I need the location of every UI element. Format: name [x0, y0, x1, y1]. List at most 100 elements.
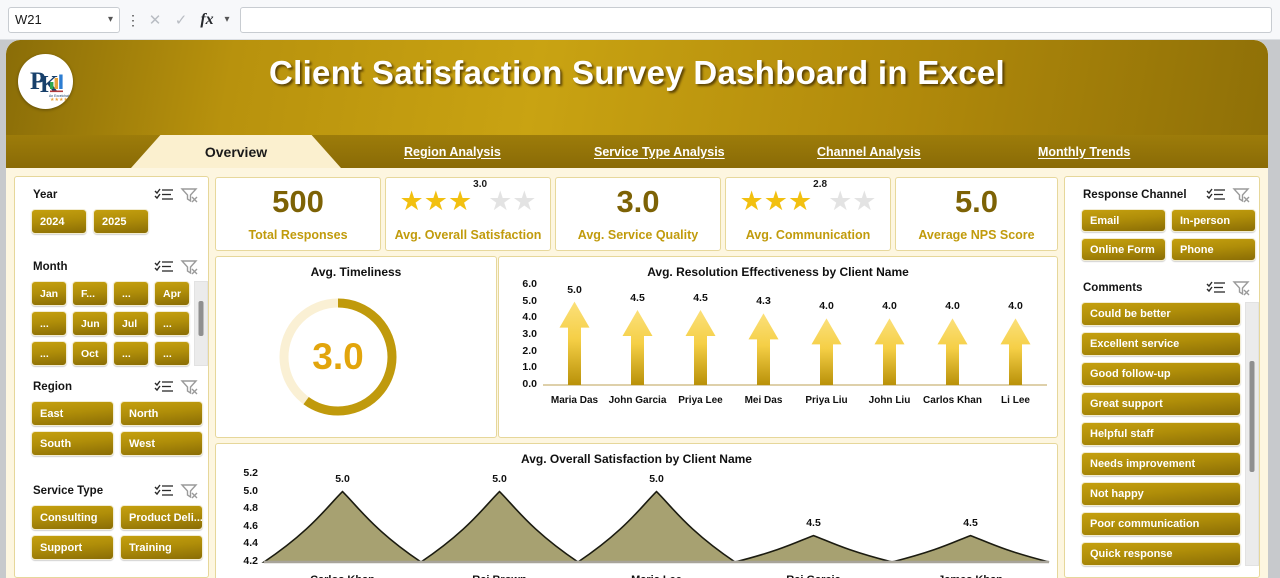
clear-filter-icon[interactable]	[177, 377, 203, 397]
clear-filter-icon-svg	[180, 260, 198, 275]
slicer-item-month-[interactable]: ...	[31, 341, 67, 366]
slicer-item-region-east[interactable]: East	[31, 401, 114, 426]
slicer-item-comments-could-be-better[interactable]: Could be better	[1081, 302, 1241, 326]
area-series-segment	[418, 490, 581, 563]
slicer-item-year-2025[interactable]: 2025	[93, 209, 149, 234]
star-rating: ★ ★ ★ 2.8 ★ ★	[740, 179, 877, 217]
formula-input[interactable]	[240, 6, 1272, 33]
clear-filter-icon[interactable]	[177, 257, 203, 277]
clear-filter-icon[interactable]	[177, 481, 203, 501]
slicer-item-service-type-product-deli[interactable]: Product Deli...	[120, 505, 203, 530]
slicer-item-region-south[interactable]: South	[31, 431, 114, 456]
multi-select-icon[interactable]	[151, 377, 177, 397]
slicer-item-region-north[interactable]: North	[120, 401, 203, 426]
x-category-label: Carlos Khan	[923, 395, 982, 406]
y-tick-label: 4.4	[243, 537, 258, 550]
x-category-label: Mei Das	[744, 395, 783, 406]
slicer-item-month-[interactable]: ...	[154, 311, 190, 336]
right-slicer-panel: Response Channel Email In-person Online Fo…	[1064, 176, 1260, 578]
tab-monthly-trends[interactable]: Monthly Trends	[1038, 144, 1131, 159]
kpi-label: Avg. Communication	[745, 227, 871, 242]
slicer-title-response-channel: Response Channel	[1083, 189, 1187, 201]
area-value-label: 5.0	[335, 472, 350, 485]
area-value-label: 5.0	[492, 472, 507, 485]
confirm-icon[interactable]: ✓	[174, 11, 188, 29]
slicer-item-month-[interactable]: ...	[113, 281, 149, 306]
kpi-label: Avg. Service Quality	[577, 228, 699, 242]
function-icon[interactable]: fx	[200, 10, 214, 28]
slicer-item-comments-helpful-staff[interactable]: Helpful staff	[1081, 422, 1241, 446]
slicer-buttons-year: 2024 2025	[31, 209, 149, 240]
cancel-icon[interactable]: ✕	[148, 11, 162, 29]
clear-filter-icon[interactable]	[1229, 278, 1255, 298]
slicer-item-year-2024[interactable]: 2024	[31, 209, 87, 234]
svg-text:★★★★★: ★★★★★	[50, 97, 72, 103]
x-category-label: Maria Das	[550, 395, 599, 406]
tab-channel-analysis[interactable]: Channel Analysis	[817, 144, 921, 159]
kpi-card-avg-overall-satisfaction: ★ ★ ★ 3.0 ★ ★ Avg. Overall Satisfaction	[385, 177, 551, 251]
slicer-item-response-channel-online-form[interactable]: Online Form	[1081, 238, 1166, 261]
slicer-item-comments-poor-communication[interactable]: Poor communication	[1081, 512, 1241, 536]
slicer-item-month-apr[interactable]: Apr	[154, 281, 190, 306]
slicer-item-response-channel-phone[interactable]: Phone	[1171, 238, 1256, 261]
clear-filter-icon-svg	[180, 380, 198, 395]
clear-filter-icon[interactable]	[177, 185, 203, 205]
slicer-item-month-[interactable]: ...	[113, 341, 149, 366]
slicer-item-service-type-consulting[interactable]: Consulting	[31, 505, 114, 530]
more-options-icon[interactable]: ⋮	[126, 11, 140, 28]
tab-region-analysis[interactable]: Region Analysis	[404, 144, 501, 159]
slicer-item-month-jun[interactable]: Jun	[72, 311, 108, 336]
star-filled-icon: ★	[423, 186, 448, 216]
resolution-effectiveness-chart: Avg. Resolution Effectiveness by Client …	[498, 256, 1058, 438]
slicer-region: Region East North South West	[23, 375, 203, 464]
kpi-card-avg-service-quality: 3.0 Avg. Service Quality	[555, 177, 721, 251]
timeliness-value: 3.0	[312, 336, 364, 377]
slicer-header-response-channel: Response Channel	[1073, 183, 1255, 207]
x-category-label: Li Lee	[1001, 395, 1030, 406]
slicer-item-comments-not-happy[interactable]: Not happy	[1081, 482, 1241, 506]
y-tick-label: 5.2	[243, 467, 258, 479]
scrollbar-thumb[interactable]	[1249, 361, 1255, 472]
slicer-item-response-channel-in-person[interactable]: In-person	[1171, 209, 1256, 232]
slicer-item-comments-great-support[interactable]: Great support	[1081, 392, 1241, 416]
slicer-item-response-channel-email[interactable]: Email	[1081, 209, 1166, 232]
slicer-item-comments-excellent-service[interactable]: Excellent service	[1081, 332, 1241, 356]
slicer-item-month-[interactable]: ...	[154, 341, 190, 366]
slicer-scrollbar-month[interactable]	[194, 281, 208, 366]
satisfaction-chart-title: Avg. Overall Satisfaction by Client Name	[521, 452, 752, 466]
slicer-item-comments-quick-response[interactable]: Quick response	[1081, 542, 1241, 566]
tab-service-type-analysis[interactable]: Service Type Analysis	[594, 144, 725, 159]
multi-select-icon[interactable]	[151, 481, 177, 501]
slicer-item-service-type-support[interactable]: Support	[31, 535, 114, 560]
slicer-item-comments-needs-improvement[interactable]: Needs improvement	[1081, 452, 1241, 476]
clear-filter-icon[interactable]	[1229, 185, 1255, 205]
multi-select-icon[interactable]	[151, 185, 177, 205]
slicer-item-month-oct[interactable]: Oct	[72, 341, 108, 366]
slicer-item-month-[interactable]: ...	[31, 311, 67, 336]
slicer-item-comments-good-follow-up[interactable]: Good follow-up	[1081, 362, 1241, 386]
name-box[interactable]: W21 ▾	[8, 6, 120, 33]
chevron-down-icon[interactable]: ▾	[107, 14, 113, 25]
multi-select-icon[interactable]	[1203, 278, 1229, 298]
dashboard-header: P K An Excelchat ★★★★★ Client Satisfacti…	[6, 40, 1268, 135]
clear-filter-icon-svg	[1232, 188, 1250, 203]
chevron-down-icon[interactable]: ▾	[224, 14, 230, 25]
slicer-item-month-f[interactable]: F...	[72, 281, 108, 306]
slicer-scrollbar-comments[interactable]	[1245, 302, 1259, 566]
timeliness-gauge: 3.0	[274, 293, 402, 421]
slicer-item-month-jul[interactable]: Jul	[113, 311, 149, 336]
multi-select-icon[interactable]	[151, 257, 177, 277]
star-rating: ★ ★ ★ 3.0 ★ ★	[400, 179, 537, 217]
slicer-item-month-jan[interactable]: Jan	[31, 281, 67, 306]
slicer-item-region-west[interactable]: West	[120, 431, 203, 456]
slicer-item-service-type-training[interactable]: Training	[120, 535, 203, 560]
x-category-label: James Khan	[911, 574, 1031, 578]
multi-select-icon[interactable]	[1203, 185, 1229, 205]
left-slicer-panel: Year 2024 2025 Month Jan F...... Apr... Jun Ju…	[14, 176, 209, 578]
slicer-header-comments: Comments	[1073, 276, 1255, 300]
multi-select-icon-svg	[1206, 188, 1225, 200]
area-value-label: 5.0	[649, 472, 664, 485]
scrollbar-thumb[interactable]	[198, 300, 204, 337]
area-series-segment	[575, 490, 738, 563]
tab-overview[interactable]: Overview	[131, 135, 341, 168]
